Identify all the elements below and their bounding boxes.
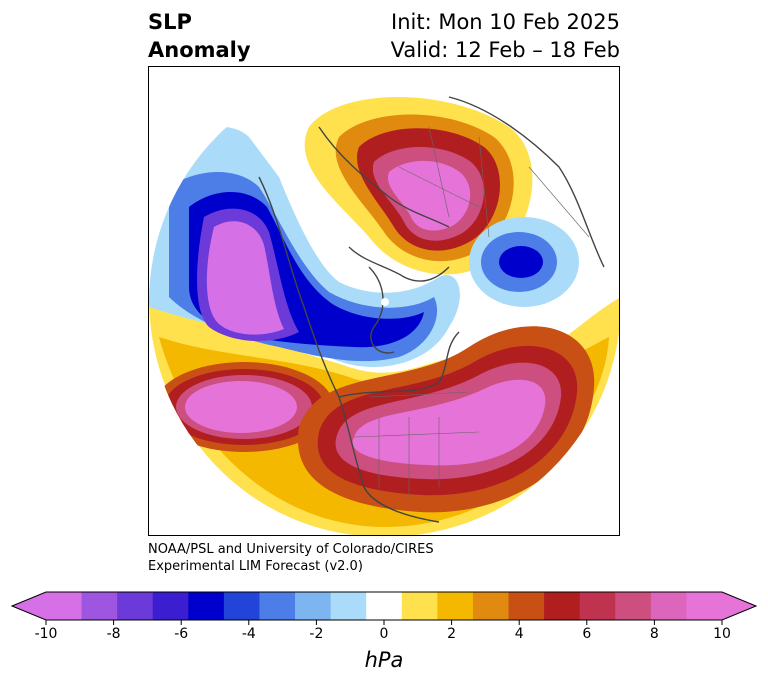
credit-text: NOAA/PSL and University of Colorado/CIRE… <box>148 541 434 575</box>
colorbar-tick-label: -4 <box>241 626 256 642</box>
colorbar-segment <box>366 592 403 620</box>
credit-line-2: Experimental LIM Forecast (v2.0) <box>148 559 363 574</box>
colorbar-segment <box>615 592 652 620</box>
colorbar-segment <box>330 592 367 620</box>
colorbar-segment <box>579 592 616 620</box>
colorbar-tick-label: -10 <box>34 626 58 642</box>
colorbar-segment <box>81 592 118 620</box>
coastlines <box>258 96 605 523</box>
init-date: Init: Mon 10 Feb 2025 <box>391 10 620 34</box>
colorbar-segment <box>401 592 438 620</box>
colorbar-extend-low <box>12 592 46 620</box>
colorbar-segment <box>650 592 687 620</box>
north-pole-marker <box>381 298 389 306</box>
colorbar-extend-high <box>722 592 756 620</box>
colorbar-unit: hPa <box>364 648 404 672</box>
title-line-2: Anomaly <box>148 38 251 62</box>
colorbar-segment <box>544 592 581 620</box>
colorbar-segment <box>223 592 260 620</box>
colorbar-segment <box>117 592 154 620</box>
title-line-1: SLP <box>148 10 192 34</box>
colorbar-segment <box>437 592 474 620</box>
colorbar-segment <box>508 592 545 620</box>
forecast-dates: Init: Mon 10 Feb 2025 Valid: 12 Feb – 18… <box>391 8 620 64</box>
colorbar <box>10 591 758 625</box>
chart-title: SLP Anomaly <box>148 8 251 64</box>
colorbar-segment <box>472 592 510 620</box>
colorbar-segment <box>259 592 296 620</box>
colorbar-tick-label: 0 <box>379 626 389 642</box>
colorbar-tick-label: 2 <box>447 626 457 642</box>
colorbar-segment <box>295 592 332 620</box>
colorbar-segment <box>152 592 189 620</box>
colorbar-segment <box>46 592 83 620</box>
colorbar-tick-label: 10 <box>713 626 731 642</box>
colorbar-segment <box>188 592 225 620</box>
colorbar-tick-label: 6 <box>582 626 592 642</box>
borders <box>353 126 590 497</box>
colorbar-tick-label: 8 <box>649 626 659 642</box>
valid-date: Valid: 12 Feb – 18 Feb <box>390 38 620 62</box>
credit-line-1: NOAA/PSL and University of Colorado/CIRE… <box>148 542 434 557</box>
colorbar-tick-label: -2 <box>309 626 324 642</box>
colorbar-tick-label: -8 <box>106 626 121 642</box>
anomaly-map <box>148 66 620 536</box>
colorbar-tick-label: -6 <box>174 626 189 642</box>
colorbar-tick-label: 4 <box>514 626 524 642</box>
colorbar-segment <box>686 592 723 620</box>
map-canvas <box>149 96 619 535</box>
